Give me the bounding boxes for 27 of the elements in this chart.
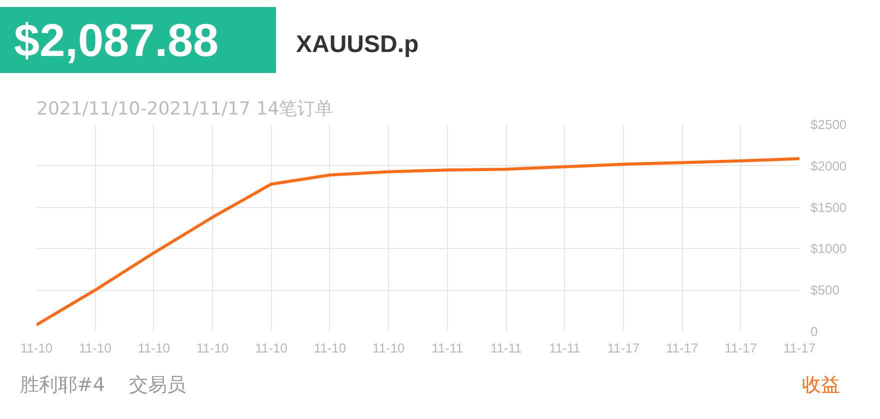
- x-tick-label: 11-10: [138, 340, 170, 356]
- y-tick-label: $500: [810, 282, 840, 298]
- y-tick-label: $1000: [810, 241, 847, 256]
- x-tick-label: 11-17: [607, 340, 640, 356]
- x-tick-label: 11-10: [372, 340, 405, 356]
- x-tick-label: 11-17: [724, 340, 757, 356]
- x-tick-label: 11-17: [783, 340, 816, 356]
- text: 胜利耶#4: [20, 374, 106, 396]
- y-tick-label: $1500: [810, 200, 847, 215]
- text: 收益: [802, 373, 840, 398]
- chart-title: XAUUSD.p: [296, 30, 419, 60]
- y-tick-label: $2000: [810, 158, 847, 174]
- line-series: [36, 157, 800, 326]
- x-tick-label: 11-10: [20, 340, 53, 356]
- x-tick-label: 11-11: [432, 340, 464, 356]
- x-tick-label: 11-10: [196, 340, 229, 356]
- y-tick-label: $2500: [810, 117, 847, 132]
- y-tick-label: 0: [810, 324, 818, 339]
- x-tick-label: 11-11: [549, 340, 580, 356]
- x-tick-label: 11-17: [666, 340, 698, 356]
- x-tick-label: 11-10: [79, 340, 112, 356]
- text: 交易员: [129, 374, 186, 396]
- chart-subtitle: 2021/11/10-2021/11/17 14笔订单: [36, 98, 334, 120]
- text: $2,087.88: [0, 7, 276, 73]
- x-tick-label: 11-11: [490, 340, 522, 356]
- x-tick-label: 11-10: [314, 340, 346, 356]
- x-tick-label: 11-10: [255, 340, 288, 356]
